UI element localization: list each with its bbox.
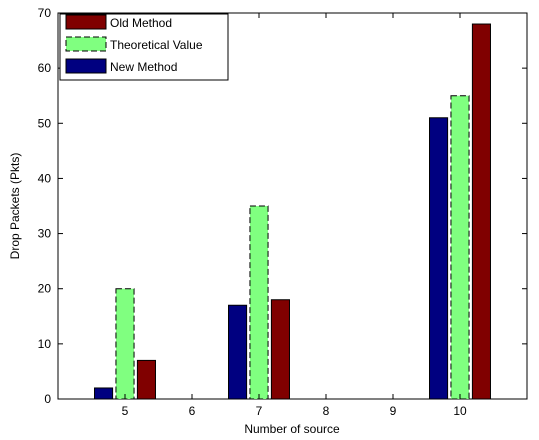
legend-label: New Method xyxy=(110,60,177,74)
y-tick-label: 40 xyxy=(38,171,52,185)
y-tick-label: 0 xyxy=(44,392,51,406)
y-tick-label: 70 xyxy=(38,6,52,20)
legend-label: Old Method xyxy=(110,16,172,30)
x-tick-label: 9 xyxy=(390,404,397,418)
bar xyxy=(228,304,248,400)
legend-swatch xyxy=(65,14,107,30)
bar xyxy=(249,205,269,400)
y-tick-label: 30 xyxy=(38,227,52,241)
x-tick-label: 8 xyxy=(323,404,330,418)
y-axis-label: Drop Packets (Pkts) xyxy=(8,153,22,260)
bar xyxy=(115,288,135,400)
x-tick-label: 7 xyxy=(256,404,263,418)
legend: Old Method Theoretical Value New Method xyxy=(59,13,229,81)
bar xyxy=(270,299,290,400)
y-tick-label: 10 xyxy=(38,337,52,351)
x-tick-label: 6 xyxy=(189,404,196,418)
bar xyxy=(136,359,156,400)
legend-swatch xyxy=(65,58,107,74)
y-tick-label: 60 xyxy=(38,61,52,75)
legend-label: Theoretical Value xyxy=(110,38,203,52)
bar xyxy=(471,23,491,400)
bar xyxy=(429,117,449,400)
x-axis-label: Number of source xyxy=(244,422,340,436)
bar xyxy=(450,95,470,400)
bars-layer xyxy=(94,23,491,400)
x-tick-label: 10 xyxy=(453,404,467,418)
y-tick-label: 50 xyxy=(38,116,52,130)
bar xyxy=(94,387,114,400)
ticks-layer: 5 6 7 8 9 10 0 10 20 30 40 50 60 70 xyxy=(38,6,527,418)
legend-swatch xyxy=(65,36,107,52)
y-tick-label: 20 xyxy=(38,282,52,296)
x-tick-label: 5 xyxy=(122,404,129,418)
